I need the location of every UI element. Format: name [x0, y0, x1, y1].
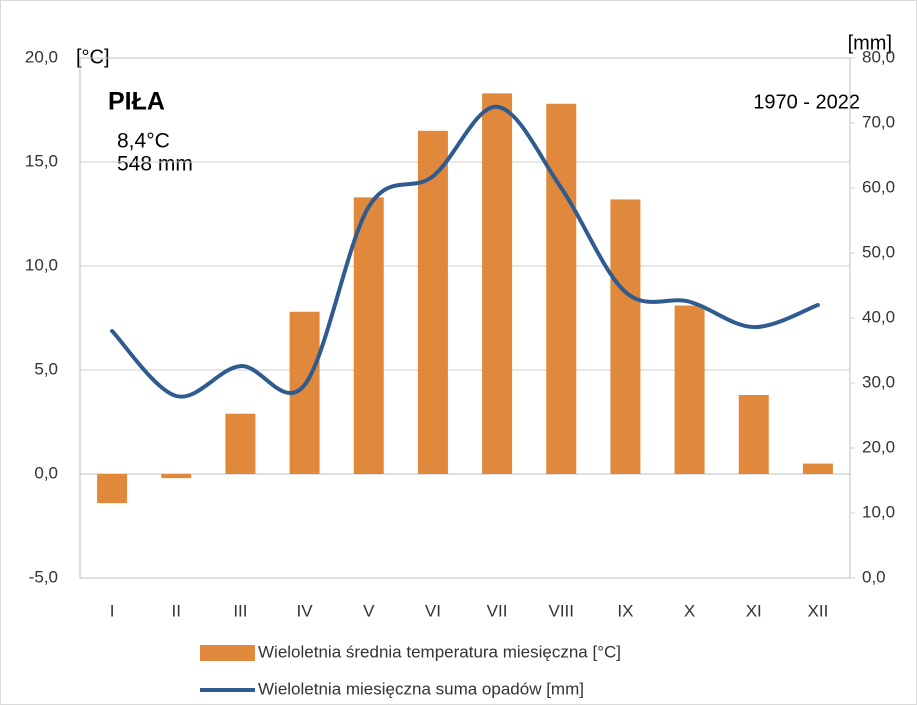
y-tick-label: 15,0 [25, 151, 58, 170]
x-tick-label: XII [808, 601, 829, 620]
y-tick-label: 20,0 [25, 47, 58, 66]
bar [353, 197, 384, 475]
bar [610, 199, 641, 474]
legend-label: Wieloletnia miesięczna suma opadów [mm] [258, 679, 584, 698]
x-tick-label: X [684, 601, 695, 620]
x-tick-label: III [233, 601, 247, 620]
x-tick-label: V [363, 601, 375, 620]
y-axis-label: [°C] [76, 46, 110, 68]
y-tick-label: 5,0 [34, 359, 58, 378]
y2-tick-label: 0,0 [862, 567, 886, 586]
bar [738, 394, 769, 474]
y2-tick-label: 30,0 [862, 372, 895, 391]
bar [802, 463, 833, 474]
y2-tick-label: 60,0 [862, 177, 895, 196]
chart-title: PIŁA [108, 88, 165, 116]
x-tick-label: VIII [548, 601, 574, 620]
x-tick-label: VI [425, 601, 441, 620]
legend-swatch [200, 645, 255, 661]
y-tick-label: -5,0 [29, 567, 58, 586]
line [110, 104, 820, 399]
y-tick-label: 10,0 [25, 255, 58, 274]
y2-tick-label: 40,0 [862, 307, 895, 326]
x-tick-label: IX [617, 601, 633, 620]
x-tick-label: II [172, 601, 181, 620]
bar [674, 305, 705, 474]
annotation: 8,4°C [117, 130, 170, 153]
annotation: 1970 - 2022 [753, 91, 860, 113]
x-tick-label: IV [297, 601, 314, 620]
bar [161, 474, 192, 479]
y2-tick-label: 70,0 [862, 112, 895, 131]
bar [482, 93, 513, 475]
y2-tick-label: 80,0 [862, 47, 895, 66]
bar [97, 474, 128, 504]
bar [417, 130, 448, 475]
y2-axis-label: [mm] [848, 32, 892, 54]
x-tick-label: VII [487, 601, 508, 620]
y2-tick-label: 50,0 [862, 242, 895, 261]
legend-label: Wieloletnia średnia temperatura miesięcz… [258, 642, 621, 661]
x-tick-label: XI [746, 601, 762, 620]
y2-tick-label: 20,0 [862, 437, 895, 456]
annotation: 548 mm [117, 153, 193, 176]
bar [225, 413, 256, 474]
y-tick-label: 0,0 [34, 463, 58, 482]
bar [546, 103, 577, 474]
x-tick-label: I [110, 601, 115, 620]
plot-border [79, 57, 851, 579]
y2-tick-label: 10,0 [862, 502, 895, 521]
